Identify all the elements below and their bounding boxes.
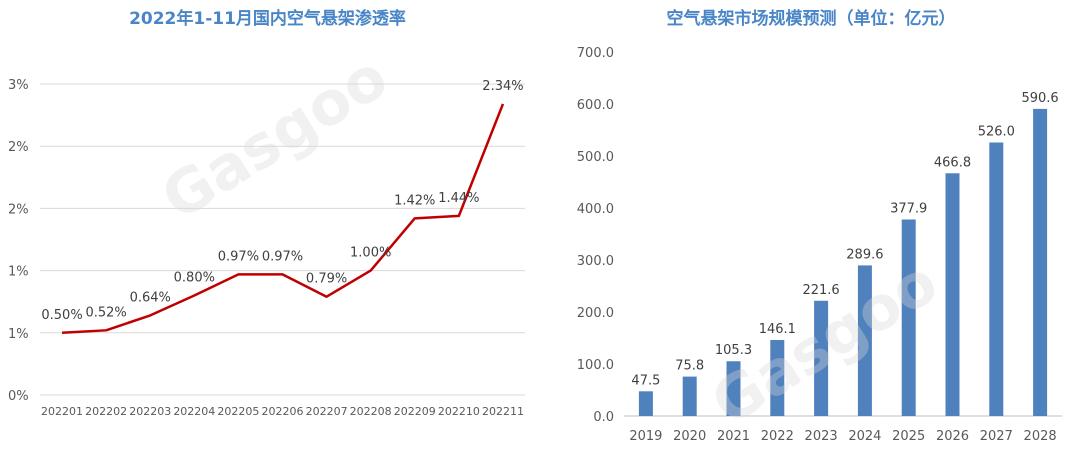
x-tick-label: 2022 [761,429,794,444]
data-label: 0.97% [262,249,303,264]
x-tick-label: 2023 [805,429,838,444]
bar [682,376,697,416]
data-label: 0.64% [130,290,171,305]
market-size-chart-panel: 空气悬架市场规模预测（单位：亿元） 0.0 100.0 200.0 300.0 400.… [542,0,1080,458]
x-tick-label: 202203 [129,405,171,418]
y-tick-label: 1% [8,327,29,342]
x-tick-label: 2026 [936,429,969,444]
x-tick-label: 202201 [41,405,83,418]
y-tick-label: 400.0 [577,202,614,217]
data-label: 0.52% [85,305,126,320]
y-tick-label: 0.0 [593,410,614,425]
data-label: 289.6 [846,247,883,262]
x-tick-label: 202210 [438,405,480,418]
x-tick-label: 2021 [717,429,750,444]
x-tick-label: 202202 [85,405,127,418]
y-tick-label: 600.0 [577,98,614,113]
bar [945,173,960,416]
data-label: 47.5 [631,373,660,388]
data-label: 0.79% [306,272,347,287]
bar [726,361,741,416]
y-tick-label: 0% [8,389,29,404]
x-tick-label: 2025 [892,429,925,444]
x-tick-label: 202207 [306,405,348,418]
data-label: 526.0 [978,124,1015,139]
y-tick-label: 500.0 [577,150,614,165]
data-label: 2.34% [482,79,523,94]
bar [989,142,1004,417]
series-line [61,103,505,335]
x-tick-label: 2024 [848,429,881,444]
penetration-chart-panel: 2022年1-11月国内空气悬架渗透率 0% 1% 1% 2% 2% 3% 202201 20… [0,0,535,458]
y-tick-label: 300.0 [577,254,614,269]
data-label: 0.97% [218,249,259,264]
data-label: 221.6 [802,283,839,298]
y-tick-label: 3% [8,78,29,93]
bar [1033,108,1048,416]
data-label: 146.1 [759,322,796,337]
bar [857,265,872,416]
x-tick-label: 202204 [173,405,215,418]
x-tick-label: 202206 [262,405,304,418]
bar [770,340,785,416]
y-tick-label: 1% [8,265,29,280]
data-label: 466.8 [934,155,971,170]
bar [901,219,916,416]
y-tick-label: 100.0 [577,358,614,373]
data-label: 1.42% [394,193,435,208]
market-size-bar-chart: 0.0 100.0 200.0 300.0 400.0 500.0 600.0 700.0 47… [577,46,1062,444]
x-tick-label: 202208 [350,405,392,418]
y-tick-label: 2% [8,140,29,155]
x-tick-label: 202211 [482,405,524,418]
y-tick-label: 2% [8,202,29,217]
x-tick-label: 2020 [673,429,706,444]
x-tick-label: 2019 [629,429,662,444]
data-label: 1.00% [350,246,391,261]
y-tick-label: 200.0 [577,306,614,321]
x-tick-label: 202209 [394,405,436,418]
data-label: 75.8 [675,359,704,374]
y-tick-label: 700.0 [577,46,614,61]
data-label: 1.44% [438,191,479,206]
bar [638,391,653,416]
market-size-chart-title: 空气悬架市场规模预测（单位：亿元） [666,9,956,29]
x-tick-label: 2028 [1024,429,1057,444]
x-tick-label: 202205 [217,405,259,418]
penetration-line-chart: 0%1%1%2%2%3%202201 202202 202203 202204 2022… [8,78,525,418]
data-label: 0.50% [41,308,82,323]
data-label: 105.3 [715,343,752,358]
data-label: 590.6 [1021,91,1058,106]
data-label: 0.80% [174,270,215,285]
data-label: 377.9 [890,201,927,216]
x-tick-label: 2027 [980,429,1013,444]
bar [814,300,829,416]
penetration-chart-title: 2022年1-11月国内空气悬架渗透率 [129,9,406,29]
